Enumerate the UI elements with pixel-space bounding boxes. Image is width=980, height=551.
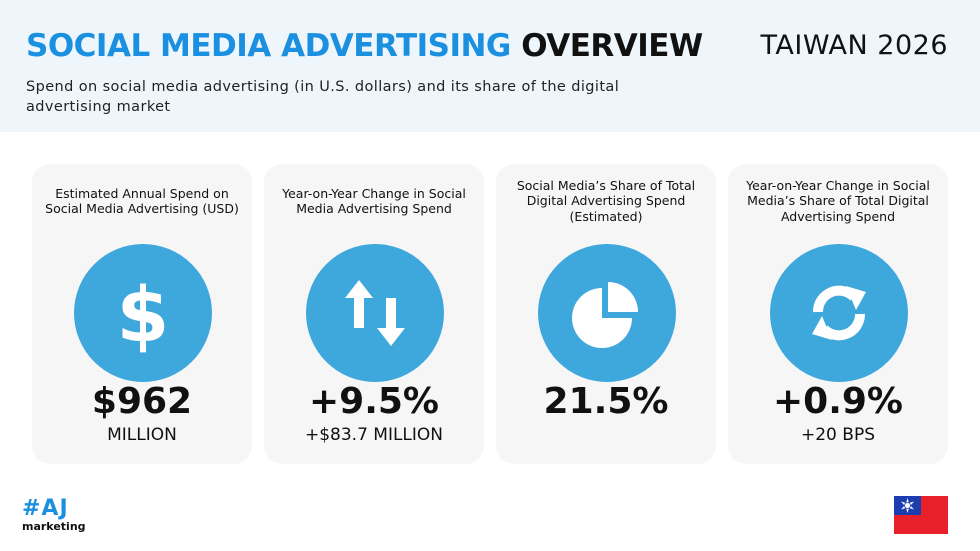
taiwan-flag-icon xyxy=(894,496,948,534)
svg-text:$: $ xyxy=(117,273,170,353)
icon-circle: $ xyxy=(74,244,212,382)
title-highlight: SOCIAL MEDIA ADVERTISING xyxy=(26,28,511,64)
flag-canton xyxy=(894,496,921,515)
icon-circle xyxy=(306,244,444,382)
icon-circle xyxy=(538,244,676,382)
card-value: $962 xyxy=(91,381,193,422)
card-label: Year-on-Year Change in Social Media’s Sh… xyxy=(746,177,930,224)
up-down-arrows-icon xyxy=(345,280,405,346)
refresh-icon xyxy=(812,285,866,341)
region-label: TAIWAN 2026 xyxy=(760,30,948,61)
page-subtitle: Spend on social media advertising (in U.… xyxy=(26,79,620,115)
logo-text: marketing xyxy=(22,520,86,533)
brand-logo: #AJ marketing xyxy=(22,498,92,538)
stat-card-yoy-share: Year-on-Year Change in Social Media’s Sh… xyxy=(728,164,948,464)
card-subvalue: +20 BPS xyxy=(801,425,875,445)
sun-icon xyxy=(901,498,914,513)
card-label: Social Media’s Share of Total Digital Ad… xyxy=(516,177,696,224)
dollar-icon: $ xyxy=(117,273,170,353)
stat-card-annual-spend: Estimated Annual Spend on Social Media A… xyxy=(32,164,252,464)
card-label: Estimated Annual Spend on Social Media A… xyxy=(45,185,239,217)
title-rest: OVERVIEW xyxy=(521,28,703,64)
stat-card-share: Social Media’s Share of Total Digital Ad… xyxy=(496,164,716,464)
page-title: SOCIAL MEDIA ADVERTISING OVERVIEW xyxy=(26,28,703,64)
card-value: 21.5% xyxy=(543,381,669,422)
card-value: +9.5% xyxy=(308,381,439,422)
card-label: Year-on-Year Change in Social Media Adve… xyxy=(282,185,466,217)
header-banner: SOCIAL MEDIA ADVERTISING OVERVIEW TAIWAN… xyxy=(0,0,980,132)
pie-chart-icon xyxy=(572,282,638,348)
card-subvalue: MILLION xyxy=(107,425,177,445)
card-value: +0.9% xyxy=(772,381,903,422)
icon-circle xyxy=(770,244,908,382)
logo-mark: #AJ xyxy=(22,496,69,521)
stat-card-yoy-spend: Year-on-Year Change in Social Media Adve… xyxy=(264,164,484,464)
card-subvalue: +$83.7 MILLION xyxy=(304,425,444,445)
